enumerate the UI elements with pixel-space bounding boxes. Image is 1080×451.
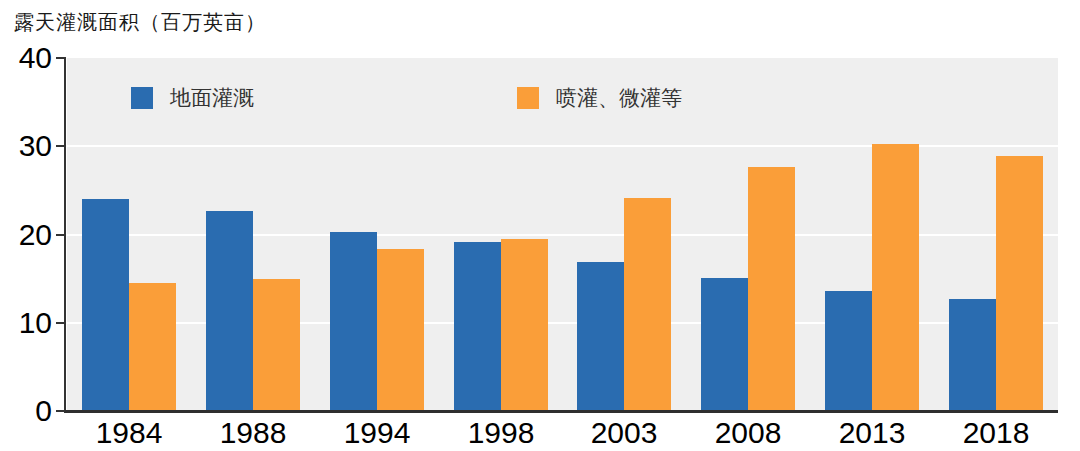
bar-surface-1984	[82, 199, 129, 411]
legend-label-surface: 地面灌溉	[170, 84, 254, 112]
x-axis-line	[64, 410, 1058, 413]
y-tick-label-40: 40	[0, 43, 52, 73]
legend-swatch-surface-icon	[131, 87, 153, 109]
legend-swatch-sprinkler-icon	[517, 87, 539, 109]
y-tick-20	[56, 234, 65, 236]
bar-surface-1994	[330, 232, 377, 411]
bar-sprinkler-1998	[501, 239, 548, 411]
y-tick-label-10: 10	[0, 308, 52, 338]
x-tick-label-2018: 2018	[934, 418, 1058, 448]
bar-surface-2003	[577, 262, 624, 411]
y-tick-30	[56, 145, 65, 147]
x-tick-label-2008: 2008	[686, 418, 810, 448]
bar-surface-1988	[206, 211, 253, 411]
bar-sprinkler-1994	[377, 249, 424, 411]
bar-surface-1998	[454, 242, 501, 411]
x-tick-label-1988: 1988	[191, 418, 315, 448]
bar-sprinkler-2003	[624, 198, 671, 411]
y-tick-label-0: 0	[0, 396, 52, 426]
x-tick-label-2003: 2003	[562, 418, 686, 448]
bar-surface-2013	[825, 291, 872, 411]
bar-surface-2018	[949, 299, 996, 411]
bar-sprinkler-2008	[748, 167, 795, 411]
irrigation-area-bar-chart: 露天灌溉面积（百万英亩） 地面灌溉 喷灌、微灌等 010203040198419…	[0, 0, 1080, 451]
y-tick-label-20: 20	[0, 220, 52, 250]
y-tick-0	[56, 410, 65, 412]
bar-sprinkler-1984	[129, 283, 176, 411]
x-tick-label-1994: 1994	[315, 418, 439, 448]
bar-sprinkler-2013	[872, 144, 919, 411]
bar-sprinkler-2018	[996, 156, 1043, 411]
y-tick-label-30: 30	[0, 131, 52, 161]
x-tick-label-1998: 1998	[439, 418, 563, 448]
legend-item-sprinkler: 喷灌、微灌等	[517, 84, 682, 112]
legend-label-sprinkler: 喷灌、微灌等	[556, 84, 682, 112]
x-tick-label-2013: 2013	[810, 418, 934, 448]
x-tick-label-1984: 1984	[67, 418, 191, 448]
bar-surface-2008	[701, 278, 748, 411]
bar-sprinkler-1988	[253, 279, 300, 411]
legend-item-surface: 地面灌溉	[131, 84, 254, 112]
plot-area: 地面灌溉 喷灌、微灌等	[67, 58, 1058, 411]
y-tick-40	[56, 57, 65, 59]
chart-title: 露天灌溉面积（百万英亩）	[14, 9, 266, 36]
y-tick-10	[56, 322, 65, 324]
